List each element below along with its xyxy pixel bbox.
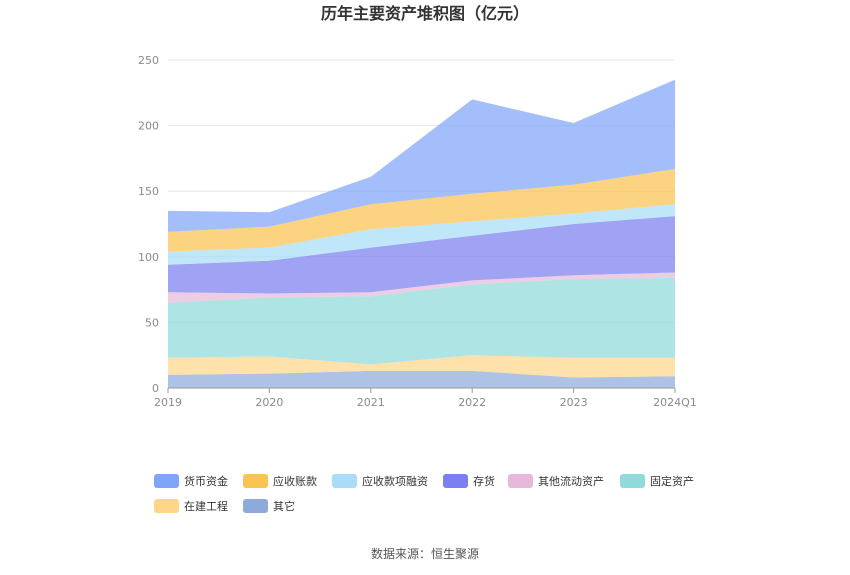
y-tick-label: 250 xyxy=(138,54,159,67)
legend-swatch xyxy=(620,474,645,488)
legend-label: 存货 xyxy=(473,474,495,488)
legend-swatch xyxy=(443,474,468,488)
legend-item[interactable]: 其它 xyxy=(243,499,295,513)
legend-swatch xyxy=(332,474,357,488)
x-tick-label: 2024Q1 xyxy=(653,396,697,409)
y-tick-label: 200 xyxy=(138,120,159,133)
area-series-3[interactable] xyxy=(168,272,675,303)
area-series-5[interactable] xyxy=(168,204,675,265)
legend-swatch xyxy=(508,474,533,488)
area-series-0[interactable] xyxy=(168,370,675,388)
y-tick-label: 100 xyxy=(138,251,159,264)
legend-item[interactable]: 货币资金 xyxy=(154,474,228,488)
legend-swatch xyxy=(243,474,268,488)
legend-label: 货币资金 xyxy=(184,474,228,488)
legend-item[interactable]: 应收款项融资 xyxy=(332,474,428,488)
legend-swatch xyxy=(154,499,179,513)
data-source: 数据来源：恒生聚源 xyxy=(371,546,479,561)
x-tick-label: 2022 xyxy=(458,396,486,409)
legend-swatch xyxy=(154,474,179,488)
x-tick-label: 2023 xyxy=(560,396,588,409)
x-tick-label: 2019 xyxy=(154,396,182,409)
legend-label: 其它 xyxy=(273,499,295,513)
area-series-2[interactable] xyxy=(168,277,675,365)
area-series-6[interactable] xyxy=(168,168,675,252)
legend-label: 固定资产 xyxy=(650,474,694,488)
y-tick-label: 0 xyxy=(152,382,159,395)
legend-item[interactable]: 其他流动资产 xyxy=(508,474,604,488)
y-tick-label: 150 xyxy=(138,185,159,198)
x-tick-label: 2020 xyxy=(255,396,283,409)
legend-item[interactable]: 固定资产 xyxy=(620,474,694,488)
legend-item[interactable]: 应收账款 xyxy=(243,474,317,488)
area-series xyxy=(168,79,675,388)
axes: 0 50 100 150 200 250 2019 2020 2021 2022 2023 2024Q… xyxy=(138,54,697,409)
y-tick-label: 50 xyxy=(145,316,159,329)
legend-item[interactable]: 在建工程 xyxy=(154,499,228,513)
area-series-1[interactable] xyxy=(168,355,675,378)
chart-title: 历年主要资产堆积图（亿元） xyxy=(321,4,529,23)
x-tick-label: 2021 xyxy=(357,396,385,409)
legend-item[interactable]: 存货 xyxy=(443,474,495,488)
area-series-4[interactable] xyxy=(168,216,675,294)
legend-label: 应收款项融资 xyxy=(362,474,428,488)
legend-label: 应收账款 xyxy=(273,474,317,488)
legend-swatch xyxy=(243,499,268,513)
legend-label: 在建工程 xyxy=(184,499,228,513)
area-series-7[interactable] xyxy=(168,79,675,232)
legend-label: 其他流动资产 xyxy=(538,474,604,488)
